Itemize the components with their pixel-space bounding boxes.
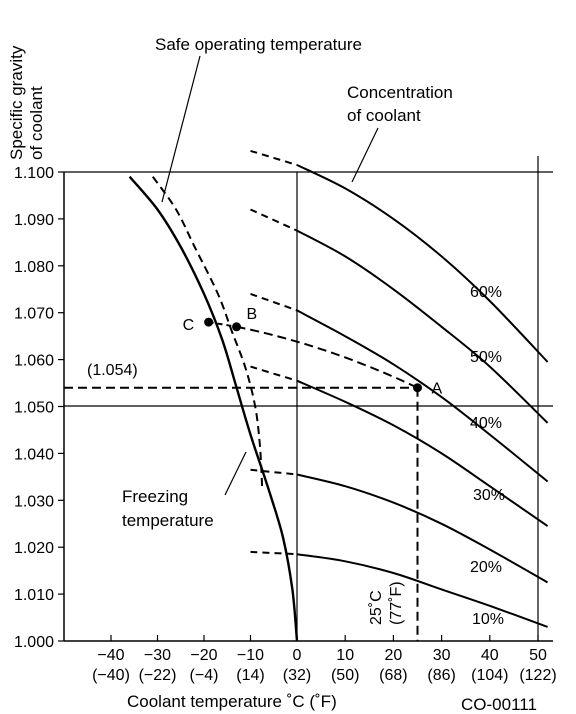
concentration-annotation-line1: Concentration (347, 83, 453, 102)
y-tick-label: 1.060 (14, 353, 54, 370)
b-to-a-guide (236, 325, 418, 389)
point-marker-b (232, 322, 242, 332)
concentration-curve-dashed (250, 468, 298, 476)
x-tick-label-f: (50) (331, 667, 359, 684)
y-axis-label-line2: of coolant (27, 86, 46, 160)
x-tick-label-c: −10 (237, 647, 264, 664)
x-axis-label: Coolant temperature ˚C (˚F) (127, 692, 337, 711)
reading-points: A B C (64, 306, 443, 641)
concentration-curve-dashed (250, 550, 298, 556)
concentration-curve-dashed (250, 365, 298, 382)
series-label: 20% (470, 559, 502, 576)
y-tick-label: 1.030 (14, 493, 54, 510)
x-tick-label-f: (86) (427, 667, 455, 684)
y-tick-label: 1.040 (14, 446, 54, 463)
temperature-curves (128, 175, 299, 642)
series-label: 30% (473, 487, 505, 504)
y-tick-label: 1.010 (14, 587, 54, 604)
reading-temp-c: 25˚C (368, 590, 385, 625)
x-tick-label-c: 10 (336, 647, 354, 664)
point-marker-c (204, 317, 214, 327)
point-label-b: B (247, 306, 258, 323)
x-tick-label-f: (14) (236, 667, 264, 684)
point-marker-a (413, 383, 422, 393)
x-tick-label-c: −30 (144, 647, 171, 664)
x-tick-label-f: (104) (471, 667, 508, 684)
x-tick-label-c: 40 (481, 647, 499, 664)
reading-value-label: (1.054) (87, 362, 138, 379)
concentration-curve (296, 379, 549, 527)
x-tick-label-c: 0 (293, 647, 302, 664)
concentration-annotation-line2: of coolant (347, 106, 421, 125)
x-tick-label-f: (−40) (92, 667, 130, 684)
freezing-curve (128, 175, 299, 642)
y-tick-label: 1.090 (14, 212, 54, 229)
y-tick-label: 1.080 (14, 259, 54, 276)
safe-op-annotation: Safe operating temperature (155, 35, 362, 54)
figure-code: CO-00111 (461, 695, 537, 714)
concentration-curve (296, 309, 549, 483)
x-tick-label-f: (68) (379, 667, 407, 684)
point-label-a: A (432, 381, 443, 398)
y-tick-label: 1.000 (14, 634, 54, 651)
y-tick-label: 1.050 (14, 400, 54, 417)
x-tick-label-f: (122) (519, 667, 556, 684)
freezing-annotation-line1: Freezing (122, 487, 188, 506)
y-tick-label: 1.100 (14, 165, 54, 182)
concentration-curve (296, 229, 549, 424)
concentration-curve-dashed (250, 292, 298, 312)
concentration-curve-dashed (250, 149, 298, 166)
x-tick-label-c: 50 (529, 647, 547, 664)
concentration-curve (296, 553, 548, 628)
y-tick-label: 1.070 (14, 306, 54, 323)
reading-temp-f: (77˚F) (388, 581, 405, 625)
series-label: 60% (470, 284, 502, 301)
x-tick-label-c: 30 (433, 647, 451, 664)
x-tick-label-c: 20 (385, 647, 403, 664)
x-tick-label-f: (−22) (139, 667, 177, 684)
safe-op-leader (161, 55, 201, 203)
freezing-annotation-line2: temperature (122, 511, 214, 530)
series-label: 40% (470, 415, 502, 432)
x-tick-label-f: (32) (283, 667, 311, 684)
x-tick-label-c: −20 (190, 647, 217, 664)
concentration-leader (351, 127, 379, 183)
concentration-curve (296, 164, 549, 363)
y-axis-label-line1: Specific gravity (7, 45, 26, 160)
concentration-curve-dashed (250, 208, 298, 232)
safe-operating-curve (151, 176, 264, 487)
y-tick-label: 1.020 (14, 540, 54, 557)
series-label: 50% (470, 349, 502, 366)
point-label-c: C (183, 317, 195, 334)
series-label: 10% (472, 611, 504, 628)
x-tick-labels: −40 (−40) −30 (−22) −20 (−4) −10 (14) 0 (32) 10 (50… (92, 635, 557, 684)
concentration-curves (250, 149, 549, 628)
freezing-leader (224, 451, 247, 496)
c-to-b-guide (208, 321, 237, 328)
x-tick-label-f: (−4) (190, 667, 219, 684)
concentration-curve (296, 473, 549, 584)
x-tick-label-c: −40 (97, 647, 124, 664)
y-tick-labels: 1.000 1.010 1.020 1.030 1.040 1.050 1.060 1.070… (14, 165, 64, 651)
concentration-labels: 60% 50% 40% 30% 20% 10% (470, 284, 505, 628)
